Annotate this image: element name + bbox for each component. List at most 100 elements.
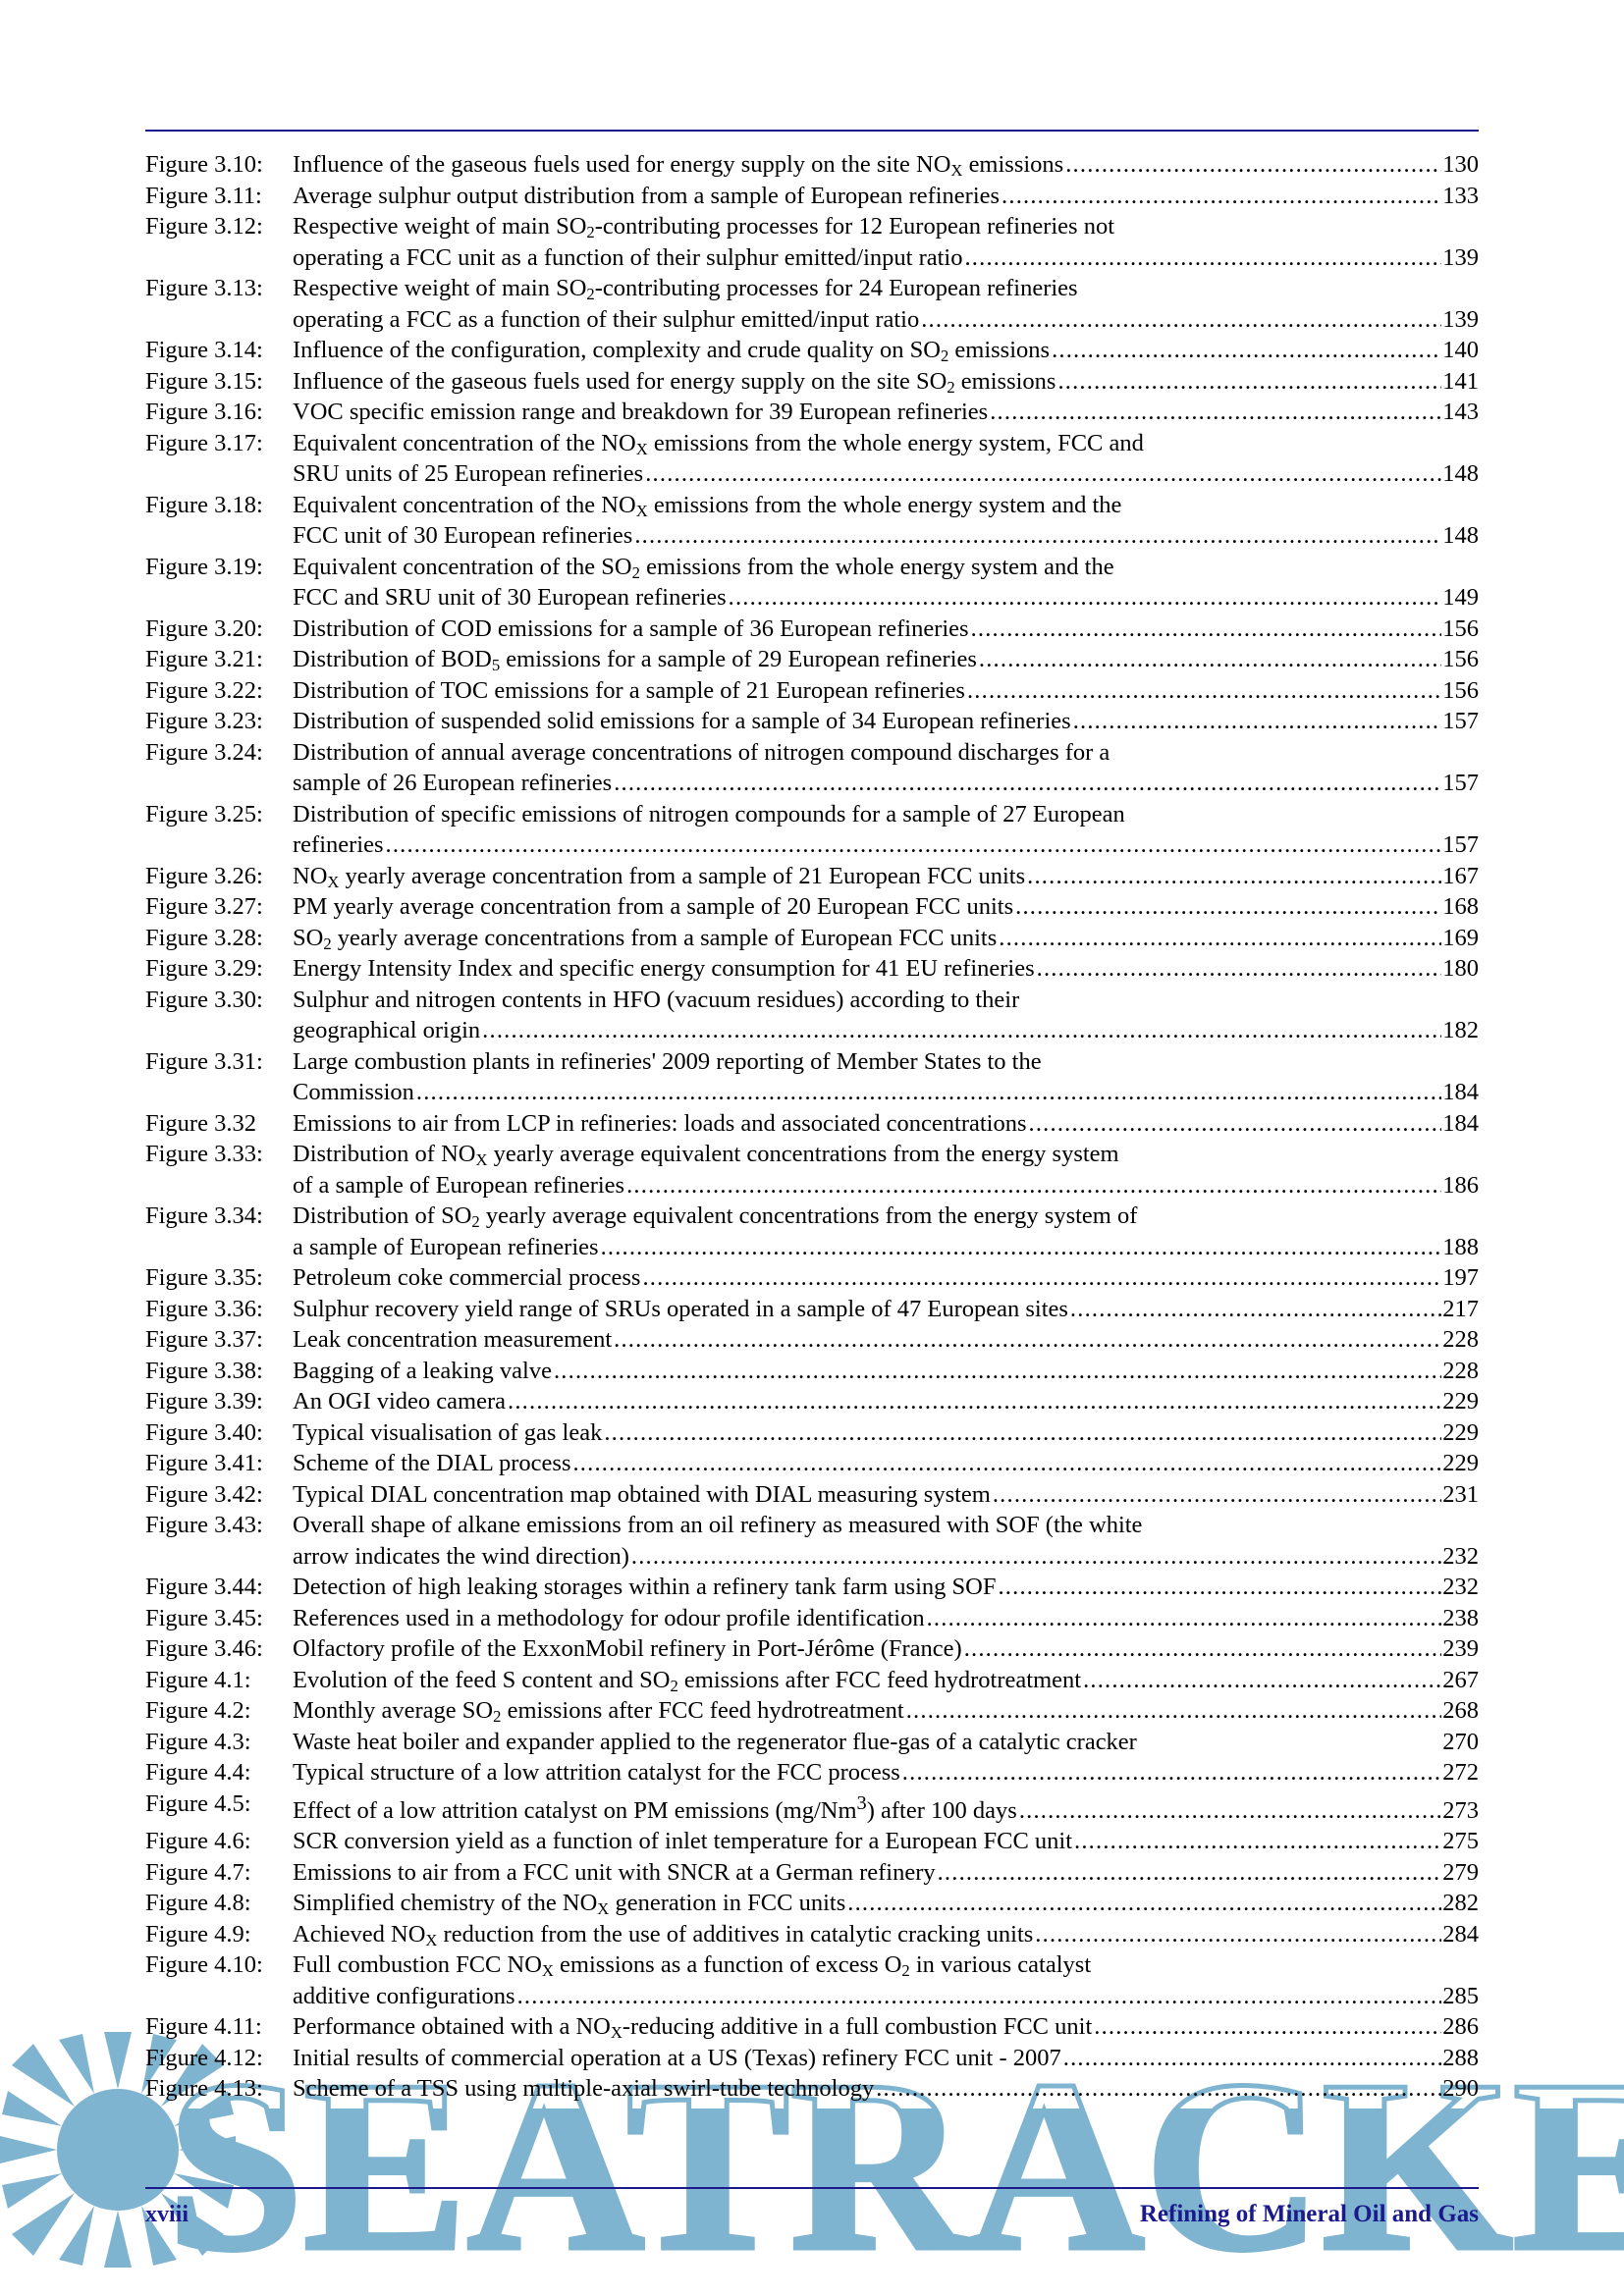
figure-caption: Equivalent concentration of the SO2 emis… <box>293 552 1479 614</box>
list-item[interactable]: Figure 3.11: Average sulphur output distr… <box>145 181 1479 212</box>
caption-text: Initial results of commercial operation … <box>293 2044 1061 2071</box>
figure-label: Figure 3.10: <box>145 151 263 178</box>
caption-text: Performance obtained with a NOX-reducing… <box>293 2013 1093 2043</box>
footer-rule <box>145 2187 1479 2189</box>
list-item[interactable]: Figure 3.29: Energy Intensity Index and s… <box>145 953 1479 985</box>
caption-line: Distribution of BOD5 emissions for a sam… <box>293 644 1479 675</box>
list-item[interactable]: Figure 3.32 Emissions to air from LCP in … <box>145 1108 1479 1140</box>
list-item[interactable]: Figure 4.4: Typical structure of a low at… <box>145 1757 1479 1789</box>
list-item[interactable]: Figure 3.10: Influence of the gaseous fue… <box>145 149 1479 181</box>
list-item[interactable]: Figure 3.25: Distribution of specific emi… <box>145 799 1479 861</box>
caption-text: SCR conversion yield as a function of in… <box>293 1828 1073 1855</box>
caption-text: Influence of the gaseous fuels used for … <box>293 151 1064 181</box>
list-item[interactable]: Figure 3.19: Equivalent concentration of … <box>145 552 1479 614</box>
list-item[interactable]: Figure 3.43: Overall shape of alkane emis… <box>145 1510 1479 1572</box>
figure-label: Figure 3.14: <box>145 337 263 363</box>
list-item[interactable]: Figure 3.36: Sulphur recovery yield range… <box>145 1294 1479 1325</box>
list-item[interactable]: Figure 3.46: Olfactory profile of the Exx… <box>145 1633 1479 1665</box>
list-item[interactable]: Figure 3.38: Bagging of a leaking valve..… <box>145 1356 1479 1387</box>
list-item[interactable]: Figure 4.8: Simplified chemistry of the N… <box>145 1888 1479 1919</box>
list-item[interactable]: Figure 4.7: Emissions to air from a FCC u… <box>145 1857 1479 1889</box>
caption-text: a sample of European refineries <box>293 1233 599 1260</box>
list-item[interactable]: Figure 3.24: Distribution of annual avera… <box>145 737 1479 799</box>
list-item[interactable]: Figure 4.6: SCR conversion yield as a fun… <box>145 1826 1479 1857</box>
figure-label: Figure 3.39: <box>145 1388 263 1415</box>
caption-text: Distribution of annual average concentra… <box>293 738 1110 766</box>
figure-label: Figure 3.12: <box>145 213 263 240</box>
footer-document-title: Refining of Mineral Oil and Gas <box>1139 2201 1479 2227</box>
caption-text: Distribution of specific emissions of ni… <box>293 800 1125 828</box>
list-item[interactable]: Figure 3.20: Distribution of COD emission… <box>145 614 1479 645</box>
list-item[interactable]: Figure 4.2: Monthly average SO2 emissions… <box>145 1695 1479 1727</box>
caption-line: Large combustion plants in refineries' 2… <box>293 1046 1479 1078</box>
page-number: 182 <box>1442 1017 1479 1043</box>
dot-leader: ........................................… <box>642 1264 1441 1291</box>
page-number: 232 <box>1442 1542 1479 1570</box>
figure-caption: Distribution of suspended solid emission… <box>293 706 1479 737</box>
list-item[interactable]: Figure 4.11: Performance obtained with a … <box>145 2011 1479 2043</box>
page-number: 268 <box>1442 1697 1479 1724</box>
figure-label: Figure 3.45: <box>145 1604 263 1631</box>
caption-line: VOC specific emission range and breakdow… <box>293 397 1479 428</box>
list-item[interactable]: Figure 3.33: Distribution of NOX yearly a… <box>145 1139 1479 1201</box>
dot-leader: ........................................… <box>614 1326 1441 1353</box>
list-item[interactable]: Figure 3.44: Detection of high leaking st… <box>145 1572 1479 1603</box>
caption-line: Energy Intensity Index and specific ener… <box>293 953 1479 985</box>
figure-label: Figure 3.13: <box>145 275 263 301</box>
dot-leader: ........................................… <box>847 1890 1441 1917</box>
list-item[interactable]: Figure 4.3: Waste heat boiler and expande… <box>145 1727 1479 1758</box>
list-item[interactable]: Figure 3.12: Respective weight of main SO… <box>145 211 1479 273</box>
caption-line: refineries..............................… <box>293 829 1479 861</box>
list-item[interactable]: Figure 3.17: Equivalent concentration of … <box>145 428 1479 490</box>
list-item[interactable]: Figure 3.18: Equivalent concentration of … <box>145 490 1479 552</box>
list-item[interactable]: Figure 3.16: VOC specific emission range … <box>145 397 1479 428</box>
figure-caption: Influence of the gaseous fuels used for … <box>293 366 1479 398</box>
caption-line: Distribution of suspended solid emission… <box>293 706 1479 737</box>
caption-text: Evolution of the feed S content and SO2 … <box>293 1666 1082 1695</box>
list-item[interactable]: Figure 4.12: Initial results of commercia… <box>145 2043 1479 2074</box>
list-item[interactable]: Figure 4.10: Full combustion FCC NOX emis… <box>145 1949 1479 2011</box>
figure-label: Figure 4.7: <box>145 1858 251 1886</box>
list-item[interactable]: Figure 3.28: SO2 yearly average concentra… <box>145 923 1479 954</box>
caption-text: VOC specific emission range and breakdow… <box>293 399 989 425</box>
caption-text: geographical origin <box>293 1017 481 1043</box>
caption-text: Bagging of a leaking valve <box>293 1357 552 1384</box>
list-item[interactable]: Figure 3.34: Distribution of SO2 yearly a… <box>145 1201 1479 1262</box>
caption-line: Equivalent concentration of the NOX emis… <box>293 428 1479 459</box>
list-item[interactable]: Figure 3.23: Distribution of suspended so… <box>145 706 1479 737</box>
list-item[interactable]: Figure 3.40: Typical visualisation of gas… <box>145 1417 1479 1449</box>
caption-line: Influence of the configuration, complexi… <box>293 335 1479 366</box>
list-item[interactable]: Figure 3.22: Distribution of TOC emission… <box>145 675 1479 707</box>
list-item[interactable]: Figure 3.35: Petroleum coke commercial pr… <box>145 1262 1479 1294</box>
dot-leader: ........................................… <box>626 1171 1441 1199</box>
list-item[interactable]: Figure 4.13: Scheme of a TSS using multip… <box>145 2073 1479 2105</box>
caption-text: operating a FCC as a function of their s… <box>293 305 920 333</box>
figure-caption: Emissions to air from a FCC unit with SN… <box>293 1857 1479 1889</box>
list-item[interactable]: Figure 3.14: Influence of the configurati… <box>145 335 1479 366</box>
caption-line: FCC and SRU unit of 30 European refineri… <box>293 582 1479 614</box>
figure-caption: Distribution of NOX yearly average equiv… <box>293 1139 1479 1201</box>
dot-leader: ........................................… <box>508 1388 1442 1415</box>
list-item[interactable]: Figure 4.9: Achieved NOX reduction from t… <box>145 1919 1479 1950</box>
dot-leader: ........................................… <box>614 770 1441 796</box>
list-item[interactable]: Figure 3.42: Typical DIAL concentration m… <box>145 1479 1479 1511</box>
caption-text: additive configurations <box>293 1982 515 2009</box>
caption-text: Overall shape of alkane emissions from a… <box>293 1512 1143 1538</box>
caption-line: Overall shape of alkane emissions from a… <box>293 1510 1479 1541</box>
figure-caption: An OGI video camera.....................… <box>293 1386 1479 1417</box>
list-item[interactable]: Figure 3.31: Large combustion plants in r… <box>145 1046 1479 1108</box>
caption-text: SO2 yearly average concentrations from a… <box>293 924 998 953</box>
list-item[interactable]: Figure 3.45: References used in a methodo… <box>145 1603 1479 1634</box>
list-item[interactable]: Figure 3.21: Distribution of BOD5 emissio… <box>145 644 1479 675</box>
list-item[interactable]: Figure 3.30: Sulphur and nitrogen content… <box>145 985 1479 1046</box>
list-item[interactable]: Figure 3.27: PM yearly average concentrat… <box>145 891 1479 923</box>
list-item[interactable]: Figure 4.1: Evolution of the feed S conte… <box>145 1665 1479 1696</box>
list-item[interactable]: Figure 3.13: Respective weight of main SO… <box>145 273 1479 335</box>
list-item[interactable]: Figure 4.5: Effect of a low attrition cat… <box>145 1789 1479 1827</box>
list-item[interactable]: Figure 3.26: NOX yearly average concentra… <box>145 861 1479 892</box>
list-item[interactable]: Figure 3.39: An OGI video camera.........… <box>145 1386 1479 1417</box>
list-item[interactable]: Figure 3.37: Leak concentration measureme… <box>145 1324 1479 1356</box>
list-item[interactable]: Figure 3.41: Scheme of the DIAL process..… <box>145 1448 1479 1479</box>
list-item[interactable]: Figure 3.15: Influence of the gaseous fue… <box>145 366 1479 398</box>
figure-caption: Average sulphur output distribution from… <box>293 181 1479 212</box>
